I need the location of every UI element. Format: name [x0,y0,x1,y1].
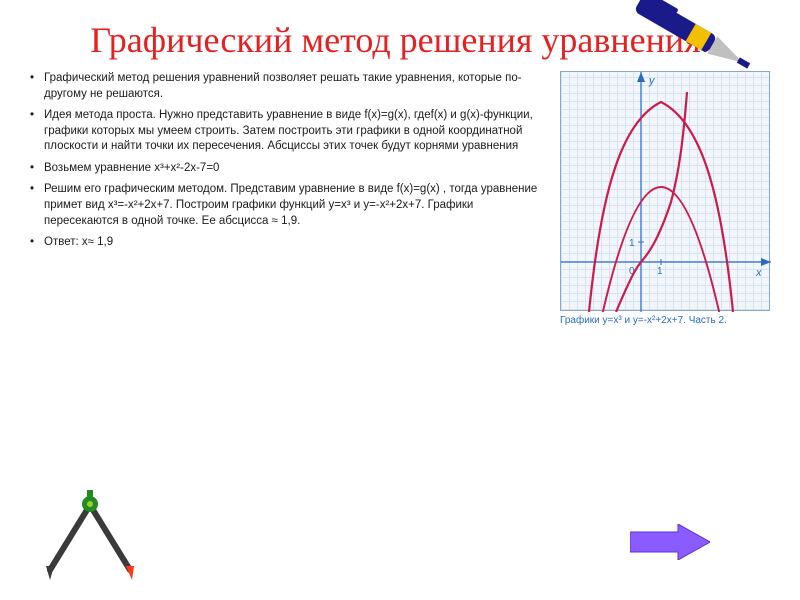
compass-icon [30,490,150,580]
parabola-curve [591,187,731,312]
x-axis-label: x [755,267,762,279]
bullet-item: Возьмем уравнение x³+x²-2x-7=0 [30,161,546,177]
bullet-item: Решим его графическим методом. Представи… [30,182,546,229]
parabola-curve-visible [591,162,731,312]
next-arrow-button[interactable] [630,524,710,560]
chart-column: x y 0 1 1 Графики y=x³ и y=-x²+2 [560,71,770,326]
bullet-item: Идея метода проста. Нужно представить ур… [30,108,546,155]
chart-caption: Графики y=x³ и y=-x²+2x+7. Часть 2. [560,315,770,326]
one-y-label: 1 [629,238,635,249]
one-x-label: 1 [657,266,663,277]
y-axis-label: y [648,75,656,87]
bullet-item: Графический метод решения уравнений позв… [30,71,546,102]
function-graph: x y 0 1 1 [560,71,770,311]
cubic [616,92,687,312]
content-row: Графический метод решения уравнений позв… [0,71,800,326]
body-text: Графический метод решения уравнений позв… [30,71,546,326]
bullet-item: Ответ: x≈ 1,9 [30,235,546,251]
